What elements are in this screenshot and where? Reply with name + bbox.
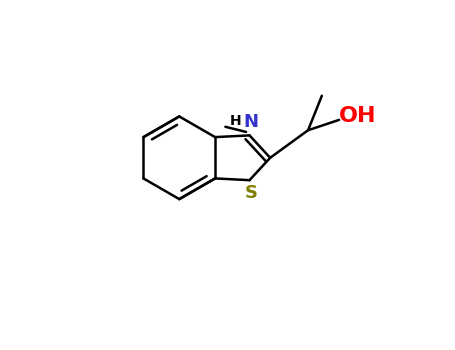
Text: N: N: [244, 113, 259, 131]
Text: H: H: [230, 114, 242, 128]
Text: OH: OH: [339, 106, 377, 126]
Text: S: S: [245, 184, 258, 202]
